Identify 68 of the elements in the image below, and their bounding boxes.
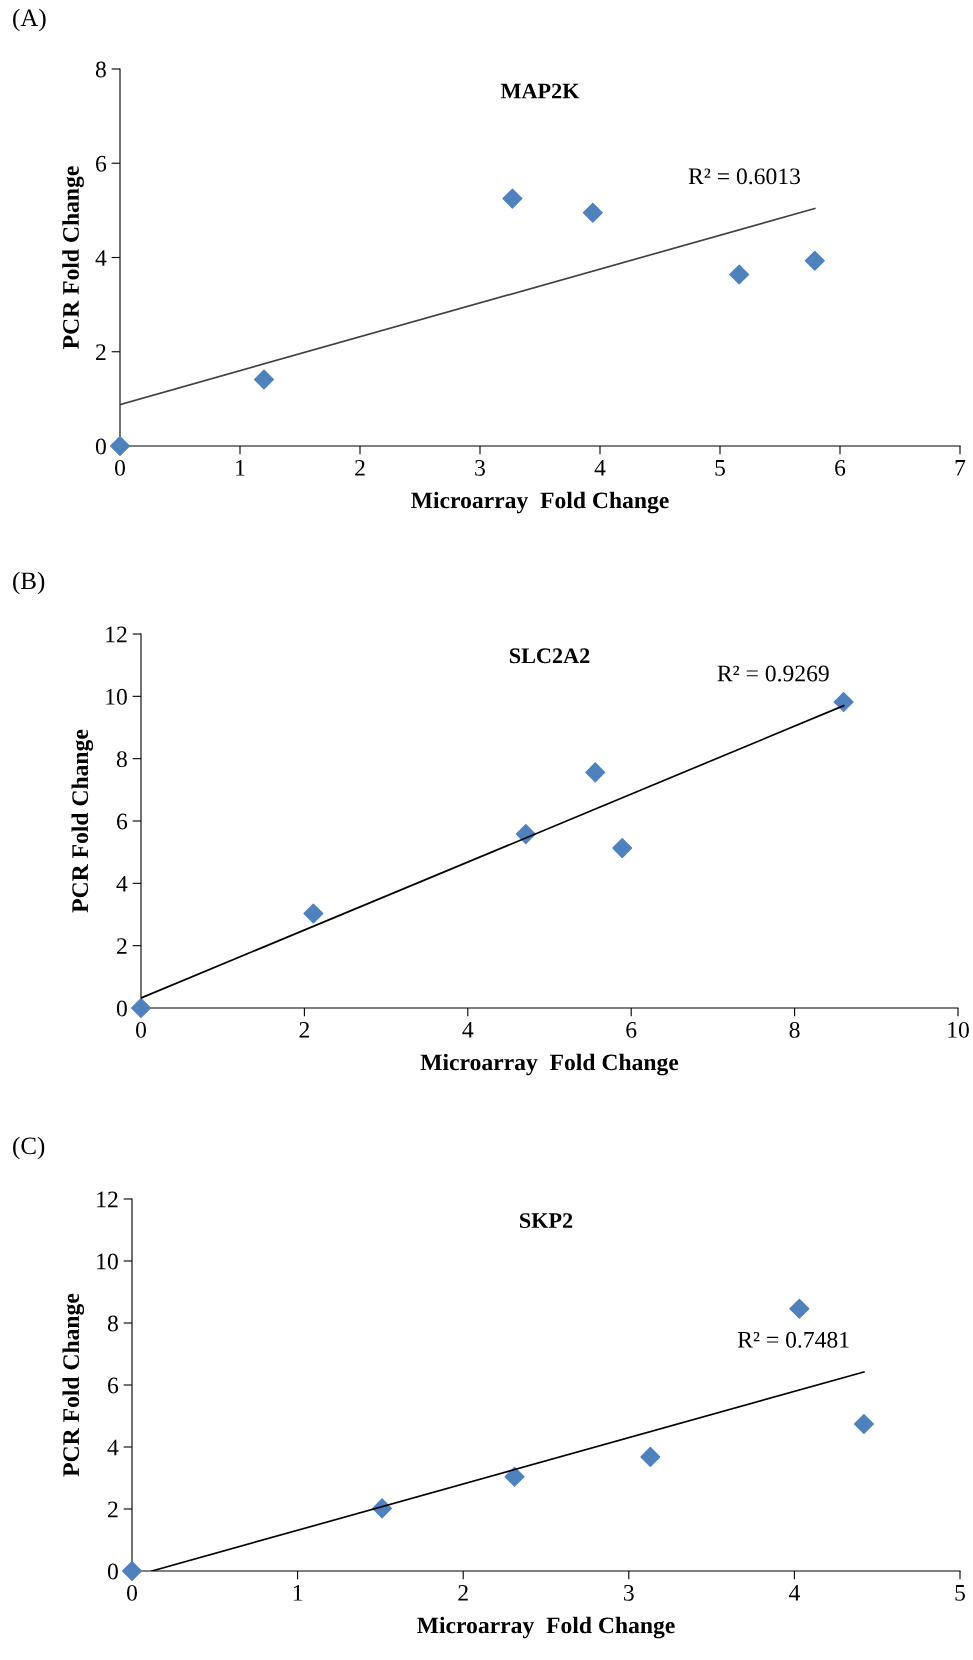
y-tick-label: 4 — [95, 250, 107, 266]
point — [130, 997, 152, 1019]
y-tick-label: 0 — [116, 1000, 127, 1017]
y-axis-title: PCR Fold Change — [62, 1293, 85, 1477]
x-tick-label: 1 — [236, 459, 245, 476]
y-tick-label: 12 — [97, 1191, 118, 1208]
y-tick-label: 10 — [97, 1253, 118, 1270]
text: (C) — [13, 1136, 45, 1160]
annotation: R² = 0.6013 — [688, 168, 800, 185]
chart-title: SKP2 — [520, 1213, 573, 1229]
y-tick-label: 10 — [106, 688, 127, 705]
x-axis-title: Microarray Fold Change — [411, 491, 669, 514]
point — [804, 250, 825, 271]
x-tick-label: 2 — [458, 1584, 468, 1601]
point — [502, 188, 523, 209]
x-axis-title: Microarray Fold Change — [417, 1616, 675, 1639]
annotation: R² = 0.7481 — [737, 1331, 849, 1348]
y-tick-label: 8 — [95, 61, 106, 78]
y-tick-label: 2 — [117, 938, 127, 954]
x-tick-label: 3 — [624, 1584, 634, 1601]
y-tick-label: 6 — [117, 813, 128, 830]
y-tick-label: 2 — [96, 344, 106, 360]
x-tick-label: 4 — [594, 460, 606, 476]
point — [504, 1466, 525, 1487]
x-tick-label: 6 — [626, 1021, 637, 1038]
x-tick-label: 0 — [136, 1021, 146, 1038]
point — [253, 369, 275, 390]
y-tick-label: 4 — [107, 1439, 119, 1456]
point — [585, 762, 606, 783]
y-tick-label: 2 — [108, 1501, 118, 1518]
y-tick-label: 0 — [95, 438, 106, 455]
point — [303, 903, 324, 924]
x-tick-label: 2 — [299, 1021, 309, 1038]
x-tick-label: 10 — [948, 1021, 969, 1038]
y-tick-label: 4 — [116, 875, 128, 892]
y-tick-label: 8 — [107, 1315, 118, 1332]
x-tick-label: 1 — [293, 1584, 303, 1601]
x-tick-label: 4 — [788, 1585, 800, 1601]
chart-title: MAP2K — [500, 83, 580, 99]
chart-title: SLC2A2 — [509, 648, 590, 664]
point — [853, 1414, 874, 1435]
x-tick-label: 3 — [475, 459, 485, 476]
y-tick-label: 6 — [108, 1377, 119, 1394]
point — [121, 1560, 143, 1582]
x-tick-label: 5 — [715, 460, 725, 476]
x-tick-label: 6 — [835, 459, 846, 476]
x-tick-label: 8 — [789, 1021, 800, 1038]
x-tick-label: 2 — [355, 459, 365, 476]
point — [789, 1298, 810, 1319]
y-axis-title: PCR Fold Change — [62, 166, 84, 349]
y-tick-label: 12 — [106, 626, 127, 643]
x-tick-label: 4 — [462, 1022, 474, 1038]
point — [582, 202, 603, 223]
x-tick-label: 5 — [955, 1585, 965, 1601]
point — [729, 264, 750, 285]
y-tick-label: 0 — [107, 1563, 118, 1580]
x-tick-label: 7 — [955, 460, 966, 476]
point — [109, 435, 131, 457]
point — [640, 1446, 661, 1467]
x-axis-title: Microarray Fold Change — [420, 1053, 679, 1076]
text: (B) — [13, 571, 45, 595]
annotation: R² = 0.9269 — [717, 665, 829, 682]
text: (A) — [13, 8, 46, 32]
point — [612, 838, 633, 859]
y-tick-label: 8 — [116, 751, 127, 768]
y-axis-title: PCR Fold Change — [71, 729, 94, 913]
y-tick-label: 6 — [96, 155, 107, 172]
point — [833, 691, 854, 712]
